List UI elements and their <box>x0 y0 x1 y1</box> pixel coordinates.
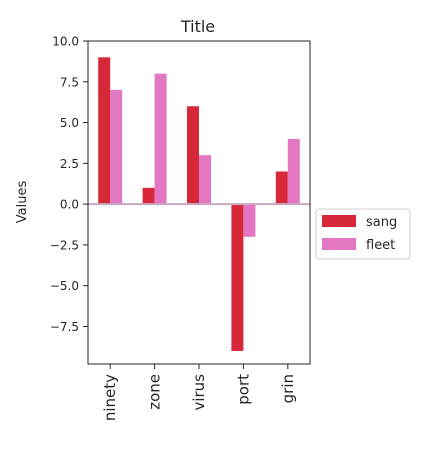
legend: sang fleet <box>315 208 411 260</box>
bar-sang-zone <box>142 187 155 205</box>
legend-swatch-fleet <box>322 238 356 250</box>
bar-fleet-ninety <box>110 89 123 205</box>
y-tick-label: −2.5 <box>50 238 79 252</box>
y-tick-label: 7.5 <box>60 75 79 89</box>
legend-swatch-sang <box>322 215 356 227</box>
chart-title: Title <box>180 17 215 36</box>
x-tick-label-grin: grin <box>279 374 297 403</box>
x-tick-label-ninety: ninety <box>101 374 119 421</box>
bar-fleet-grin <box>287 138 300 205</box>
y-tick-label: −5.0 <box>50 279 79 293</box>
y-axis-label: Values <box>15 181 30 224</box>
bar-sang-grin <box>275 171 288 205</box>
y-tick-label: 5.0 <box>60 116 79 130</box>
plot-area: −7.5 −5.0 −2.5 0.0 2.5 5.0 7.5 10.0 ninety zone vi… <box>50 35 311 421</box>
bar-sang-virus <box>187 106 199 205</box>
bar-fleet-zone <box>154 73 167 205</box>
y-tick-label: 2.5 <box>60 157 79 171</box>
x-tick-label-zone: zone <box>146 374 164 410</box>
y-tick-label: 0.0 <box>60 198 79 212</box>
bar-sang-ninety <box>98 57 111 205</box>
y-tick-label: 10.0 <box>52 35 79 49</box>
y-tick-label: −7.5 <box>50 320 79 334</box>
plot-frame <box>87 40 311 365</box>
x-tick-label-port: port <box>234 374 252 405</box>
legend-label-sang: sang <box>366 215 397 230</box>
x-tick-label-virus: virus <box>190 374 208 411</box>
legend-label-fleet: fleet <box>366 238 395 253</box>
bar-sang-port <box>231 204 244 351</box>
bar-fleet-port <box>243 204 256 237</box>
bar-fleet-virus <box>199 155 211 205</box>
